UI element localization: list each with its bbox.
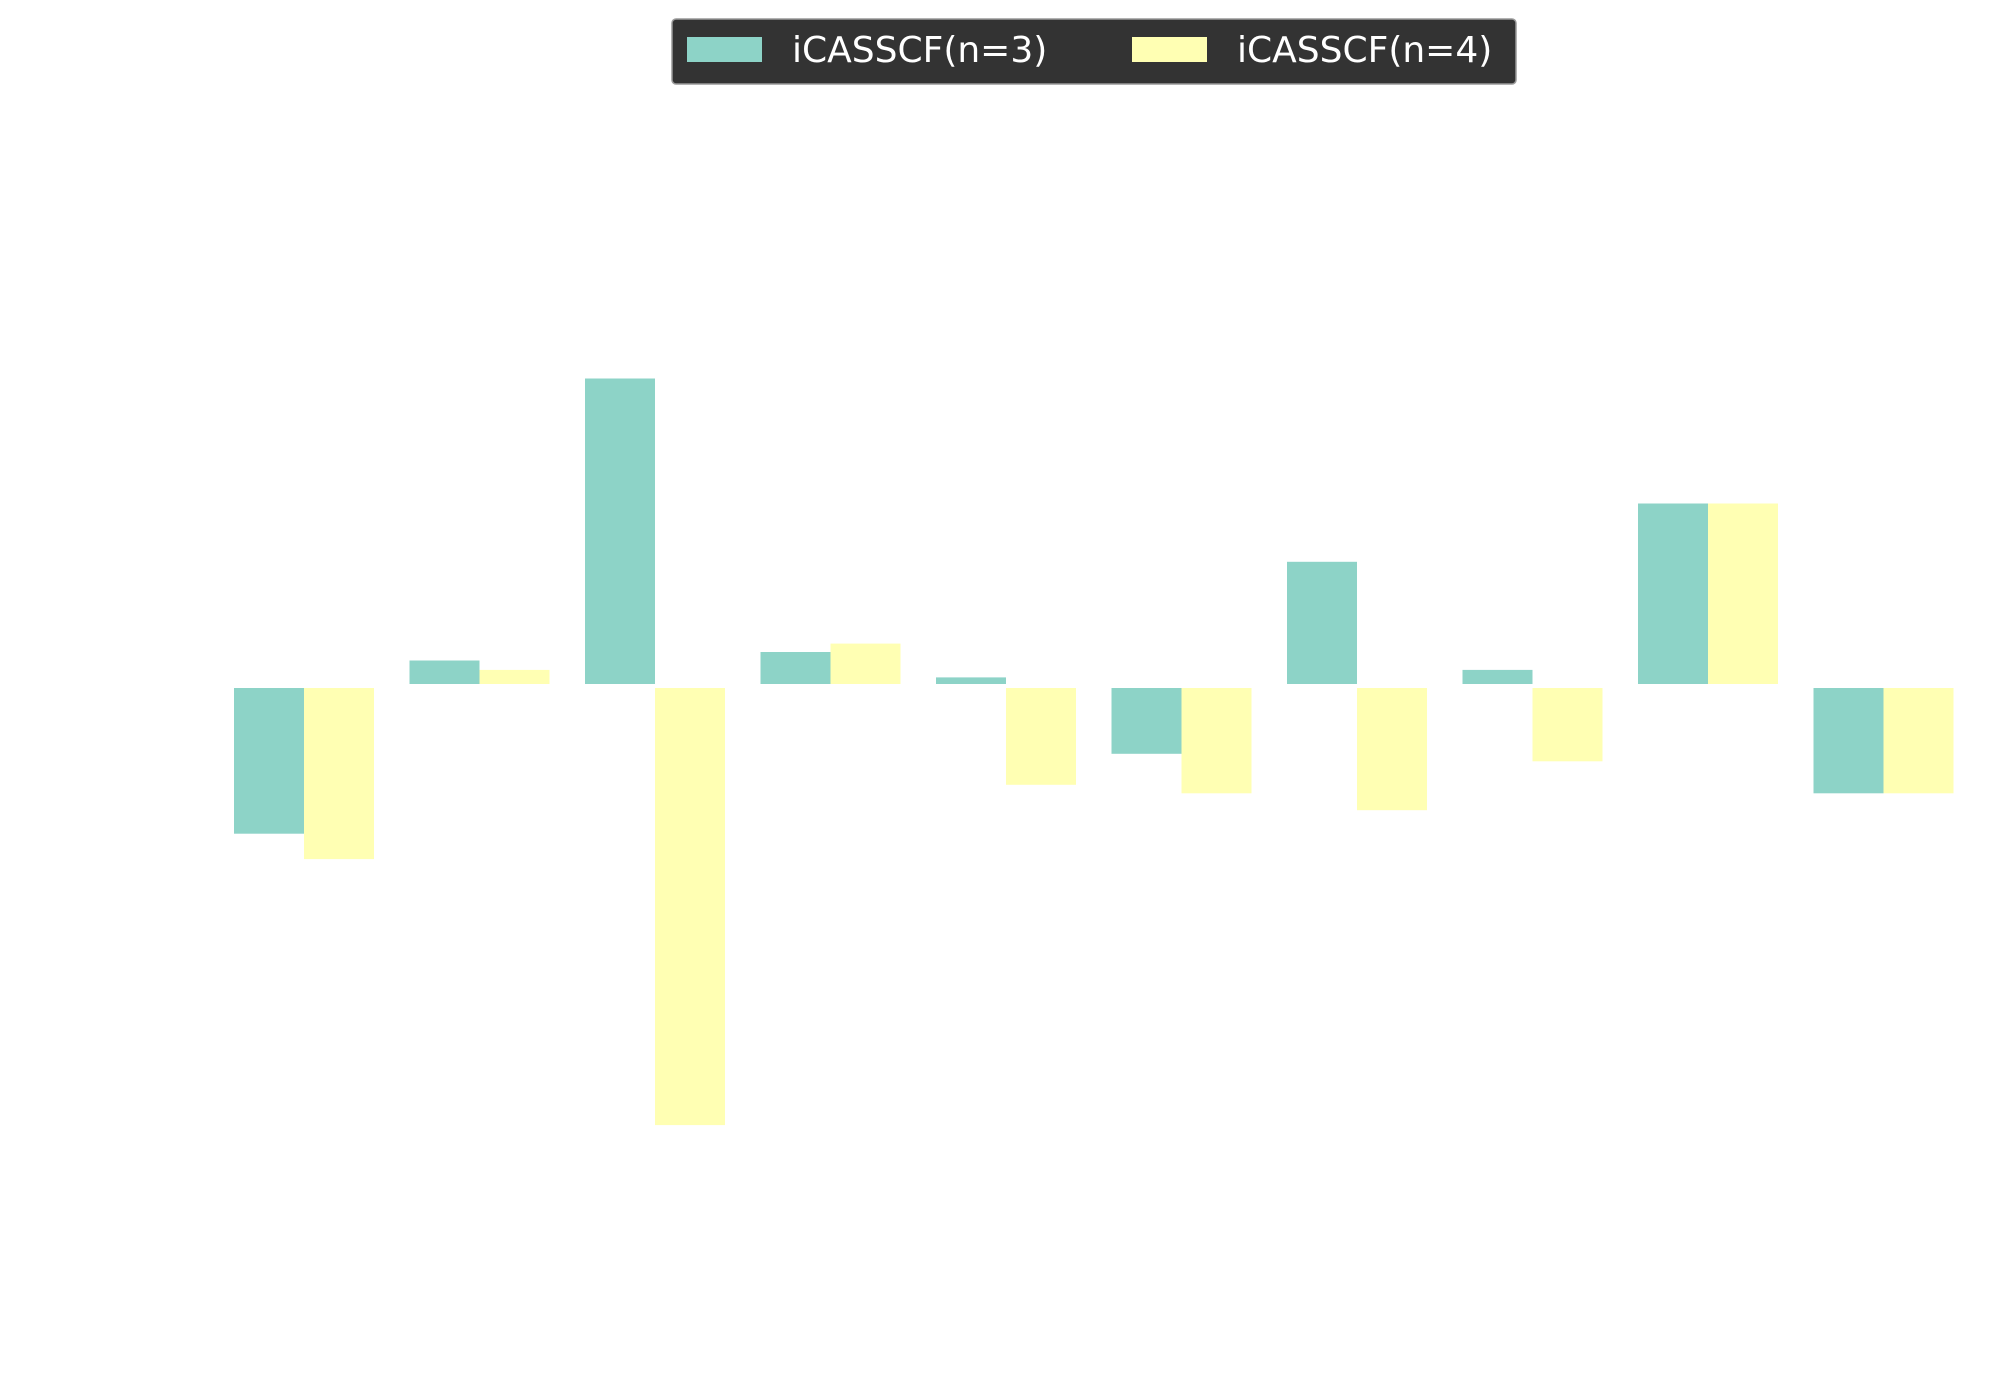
bar-series2-item5 xyxy=(1006,688,1076,785)
bar-series2-item9 xyxy=(1708,503,1778,684)
legend: iCASSCF(n=3) iCASSCF(n=4) xyxy=(671,18,1517,85)
legend-background xyxy=(671,18,1517,85)
bar-series2-item7 xyxy=(1357,688,1427,811)
legend-label-icasscf-n4: iCASSCF(n=4) xyxy=(1237,30,1492,71)
bar-series1-item8 xyxy=(1462,669,1533,684)
bar-series2-item10 xyxy=(1883,688,1954,794)
bar-series1-item5 xyxy=(936,677,1006,684)
legend-label-icasscf-n3: iCASSCF(n=3) xyxy=(792,30,1047,71)
bar-series2-item3 xyxy=(655,688,725,1126)
bar-series2-item2 xyxy=(479,669,550,684)
bar-series1-item10 xyxy=(1813,688,1884,794)
bar-series2-item6 xyxy=(1181,688,1252,794)
bar-series2-item8 xyxy=(1532,688,1603,762)
bars-group xyxy=(234,378,1954,1126)
bar-series1-item3 xyxy=(585,378,655,684)
bar-series2-item4 xyxy=(830,643,901,684)
bar-series1-item1 xyxy=(234,688,304,834)
legend-swatch-icasscf-n4 xyxy=(1132,37,1207,62)
bar-series1-item4 xyxy=(760,652,831,684)
legend-swatch-icasscf-n3 xyxy=(687,37,762,62)
bar-series1-item7 xyxy=(1287,561,1357,684)
bar-series1-item6 xyxy=(1111,688,1182,754)
bar-series1-item2 xyxy=(409,660,480,684)
bar-series2-item1 xyxy=(304,688,374,860)
bar-series1-item9 xyxy=(1638,503,1708,684)
